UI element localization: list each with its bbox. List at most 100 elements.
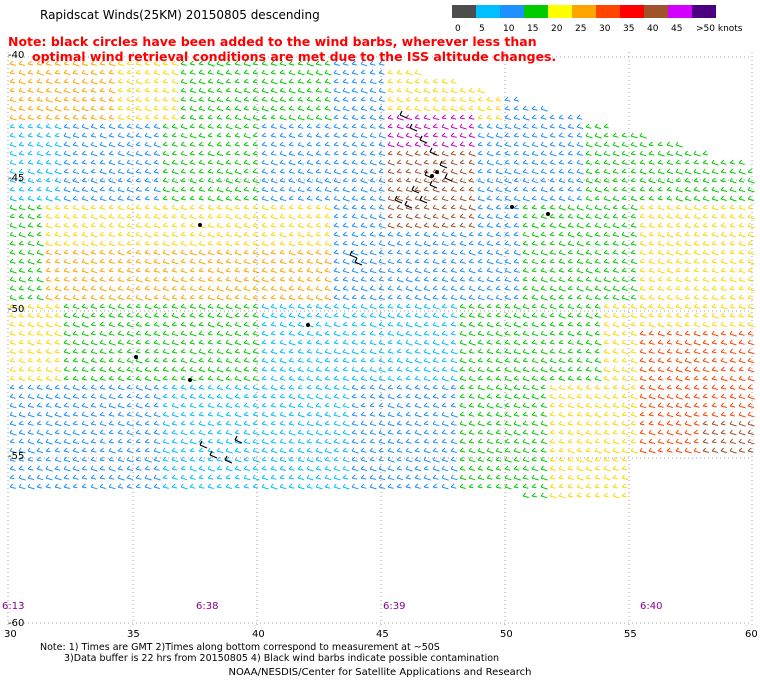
wind-barb <box>360 60 368 67</box>
wind-barb <box>153 141 161 148</box>
wind-barb <box>108 285 116 292</box>
wind-barb <box>261 366 268 372</box>
wind-barb <box>252 177 260 184</box>
wind-barb <box>297 402 304 408</box>
wind-barb <box>324 78 331 84</box>
wind-barb <box>459 438 466 444</box>
wind-barb <box>342 78 349 84</box>
wind-barb <box>693 168 701 175</box>
wind-barb <box>621 429 629 436</box>
wind-barb <box>612 159 620 166</box>
wind-barb <box>81 420 89 427</box>
wind-barb <box>153 456 161 462</box>
wind-barb <box>261 357 269 364</box>
wind-barb <box>468 141 475 147</box>
wind-barb <box>36 276 44 283</box>
wind-barb <box>720 258 728 265</box>
wind-barb <box>522 231 530 238</box>
wind-barb <box>441 150 449 157</box>
wind-barb <box>414 150 421 156</box>
wind-barb <box>648 195 655 201</box>
wind-barb <box>117 429 124 435</box>
wind-barb <box>603 483 609 489</box>
wind-barb <box>9 366 17 372</box>
wind-barb <box>72 276 78 282</box>
wind-barb <box>207 339 213 345</box>
wind-barb <box>351 123 357 129</box>
wind-barb <box>288 357 295 363</box>
wind-barb <box>18 87 26 94</box>
wind-barb <box>576 456 584 463</box>
wind-barb <box>657 204 665 211</box>
wind-barb <box>144 393 150 399</box>
wind-barb <box>99 69 105 75</box>
wind-barb <box>234 249 242 256</box>
wind-barb <box>252 123 260 130</box>
wind-barb <box>513 258 520 264</box>
wind-barb <box>315 78 322 84</box>
wind-barb <box>675 267 681 273</box>
wind-barb <box>189 195 195 201</box>
wind-barb <box>216 186 224 193</box>
wind-barb <box>180 150 188 157</box>
wind-barb <box>702 330 708 336</box>
wind-barb <box>207 384 214 390</box>
wind-barb <box>288 177 296 183</box>
wind-barb <box>99 114 107 120</box>
wind-barb <box>423 420 429 426</box>
wind-barb <box>387 456 395 463</box>
wind-barb <box>585 357 593 364</box>
wind-barb <box>72 474 79 480</box>
wind-barb <box>189 78 197 85</box>
wind-barb <box>693 312 699 318</box>
wind-barb <box>360 375 368 381</box>
wind-barb <box>576 492 582 498</box>
wind-barb <box>468 321 475 327</box>
wind-barb <box>657 303 665 310</box>
wind-barb <box>558 492 566 499</box>
wind-barb <box>369 249 377 256</box>
wind-barb <box>747 447 754 453</box>
wind-barb <box>36 429 44 436</box>
wind-barb <box>585 276 592 282</box>
wind-barb <box>657 195 663 201</box>
wind-barb <box>306 267 314 274</box>
wind-barb <box>153 384 159 390</box>
wind-barb <box>144 447 150 453</box>
wind-barb <box>504 267 512 274</box>
wind-barb <box>720 312 727 318</box>
wind-barb <box>432 132 438 138</box>
wind-barb <box>531 240 538 246</box>
wind-barb <box>9 429 17 436</box>
wind-barb <box>684 159 690 165</box>
wind-barb <box>45 168 53 175</box>
wind-barb <box>54 60 61 66</box>
wind-barb <box>729 402 736 408</box>
wind-barb <box>342 276 349 282</box>
wind-barb <box>378 150 386 156</box>
wind-barb <box>153 357 160 363</box>
wind-barb <box>342 267 350 274</box>
wind-barb <box>360 240 368 246</box>
wind-barb <box>702 285 710 291</box>
wind-barb <box>657 348 665 355</box>
wind-barb <box>99 159 106 165</box>
lon-label-45: 45 <box>376 629 389 640</box>
wind-barb <box>72 60 80 67</box>
wind-barb <box>747 393 755 400</box>
wind-barb <box>513 321 521 328</box>
wind-barb <box>225 222 232 228</box>
wind-barb <box>216 447 224 454</box>
wind-barb <box>549 294 556 300</box>
wind-barb <box>450 204 456 210</box>
wind-barb <box>18 429 26 435</box>
wind-barb <box>747 249 755 256</box>
wind-barb <box>45 312 53 319</box>
wind-barb <box>18 393 25 399</box>
wind-barb <box>243 258 251 265</box>
wind-barb <box>513 303 521 310</box>
wind-barb <box>207 330 213 336</box>
wind-barb <box>342 177 348 183</box>
wind-barb <box>189 114 197 121</box>
wind-barb <box>306 339 312 345</box>
